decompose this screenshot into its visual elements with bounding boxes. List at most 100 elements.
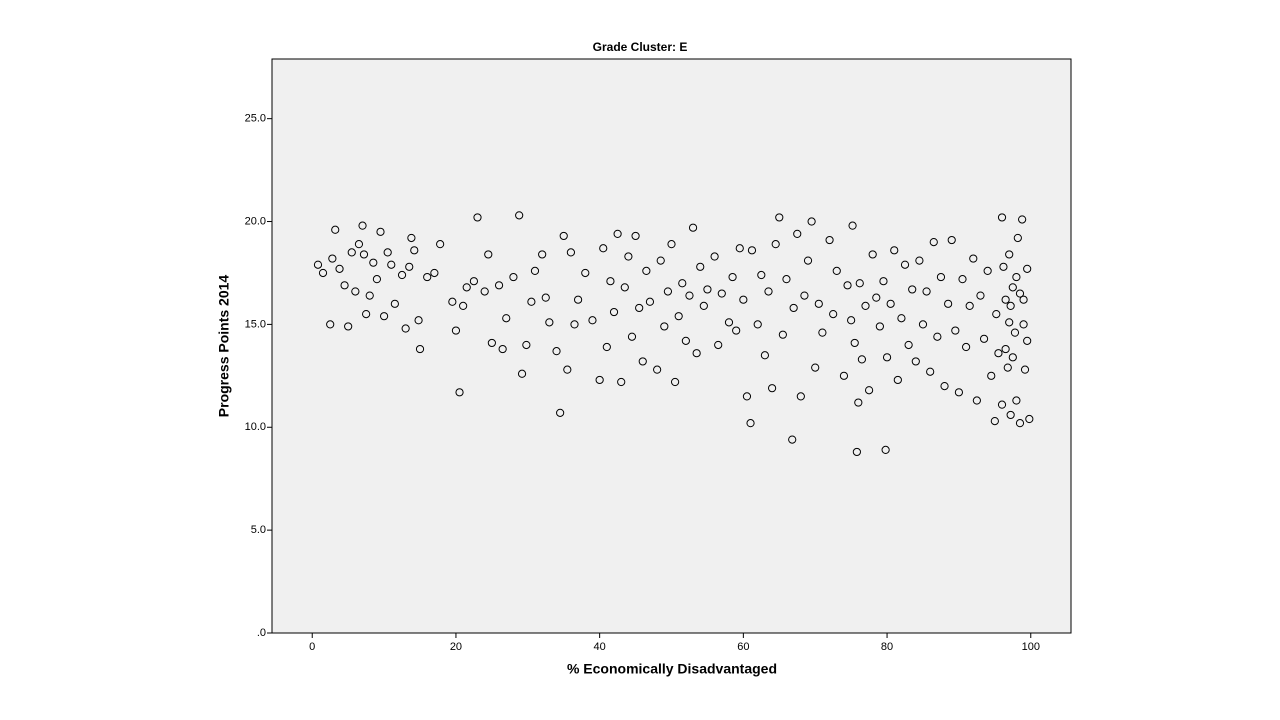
point bbox=[893, 375, 902, 385]
point bbox=[976, 291, 985, 300]
point bbox=[1023, 264, 1032, 273]
point bbox=[1012, 272, 1021, 282]
point bbox=[642, 266, 651, 276]
point bbox=[852, 447, 861, 457]
point bbox=[678, 279, 687, 288]
point bbox=[473, 213, 482, 222]
point bbox=[796, 392, 805, 401]
point bbox=[530, 266, 540, 276]
point bbox=[359, 250, 369, 259]
point bbox=[760, 351, 770, 360]
y-tick-label: .0 bbox=[257, 627, 266, 639]
point bbox=[850, 338, 859, 348]
point bbox=[900, 260, 910, 269]
y-tick-label: 25.0 bbox=[245, 113, 266, 125]
plot-area bbox=[271, 58, 1072, 634]
point bbox=[484, 250, 493, 259]
point bbox=[545, 318, 554, 327]
x-tick-label: 20 bbox=[450, 641, 462, 653]
point bbox=[663, 287, 673, 296]
point bbox=[318, 268, 328, 278]
point bbox=[645, 297, 655, 306]
point bbox=[1020, 365, 1030, 374]
point bbox=[961, 342, 971, 352]
point bbox=[958, 275, 967, 284]
point bbox=[387, 260, 396, 269]
point bbox=[1005, 318, 1014, 327]
point bbox=[782, 275, 791, 284]
point bbox=[379, 312, 389, 321]
point bbox=[656, 256, 665, 265]
point bbox=[829, 310, 838, 319]
chart-title: Grade Cluster: E bbox=[593, 40, 688, 54]
point bbox=[1006, 410, 1015, 420]
point bbox=[1001, 344, 1010, 354]
point bbox=[344, 322, 353, 331]
point bbox=[732, 326, 741, 335]
point bbox=[933, 332, 942, 341]
point bbox=[990, 416, 999, 426]
point bbox=[1003, 363, 1012, 372]
point bbox=[451, 326, 461, 335]
point bbox=[904, 340, 913, 350]
point bbox=[710, 252, 719, 261]
point bbox=[864, 386, 874, 395]
point bbox=[839, 371, 849, 380]
point bbox=[1006, 301, 1015, 310]
point bbox=[922, 287, 931, 296]
point bbox=[789, 303, 798, 313]
point bbox=[918, 320, 928, 329]
point bbox=[746, 419, 755, 428]
point bbox=[847, 316, 856, 325]
point bbox=[965, 301, 974, 310]
point bbox=[764, 287, 773, 296]
x-axis-title: % Economically Disadvantaged bbox=[567, 661, 777, 677]
x-tick-label: 60 bbox=[737, 641, 749, 653]
point bbox=[541, 293, 550, 302]
point bbox=[328, 254, 337, 263]
point bbox=[1008, 283, 1017, 292]
point bbox=[940, 382, 949, 391]
point bbox=[347, 248, 356, 257]
point bbox=[390, 299, 399, 308]
point bbox=[854, 398, 863, 407]
point bbox=[487, 338, 496, 348]
point bbox=[365, 291, 374, 300]
point bbox=[717, 289, 726, 298]
point bbox=[599, 244, 608, 253]
point bbox=[538, 250, 547, 259]
point bbox=[407, 233, 416, 243]
point bbox=[703, 285, 712, 294]
point bbox=[915, 256, 924, 265]
x-tick-label: 40 bbox=[594, 641, 606, 653]
point bbox=[559, 231, 568, 241]
point bbox=[1019, 320, 1028, 329]
point bbox=[1019, 295, 1028, 304]
point bbox=[848, 221, 857, 230]
point bbox=[617, 377, 626, 387]
point bbox=[724, 318, 734, 327]
point bbox=[405, 262, 414, 271]
point bbox=[635, 303, 644, 313]
y-tick-label: 15.0 bbox=[245, 318, 266, 330]
point bbox=[436, 240, 445, 249]
point bbox=[358, 221, 367, 230]
point bbox=[868, 250, 877, 259]
point bbox=[1005, 250, 1014, 259]
point bbox=[767, 384, 777, 393]
point bbox=[857, 355, 867, 364]
point bbox=[771, 240, 780, 249]
point bbox=[459, 301, 468, 310]
y-tick-label: 20.0 bbox=[245, 215, 266, 227]
point bbox=[563, 365, 572, 374]
point bbox=[728, 272, 737, 282]
point bbox=[747, 246, 757, 255]
point bbox=[609, 307, 619, 317]
point bbox=[897, 314, 906, 323]
point bbox=[581, 268, 590, 278]
point bbox=[994, 349, 1003, 358]
point bbox=[383, 248, 392, 257]
point bbox=[624, 252, 633, 261]
point bbox=[620, 283, 629, 292]
